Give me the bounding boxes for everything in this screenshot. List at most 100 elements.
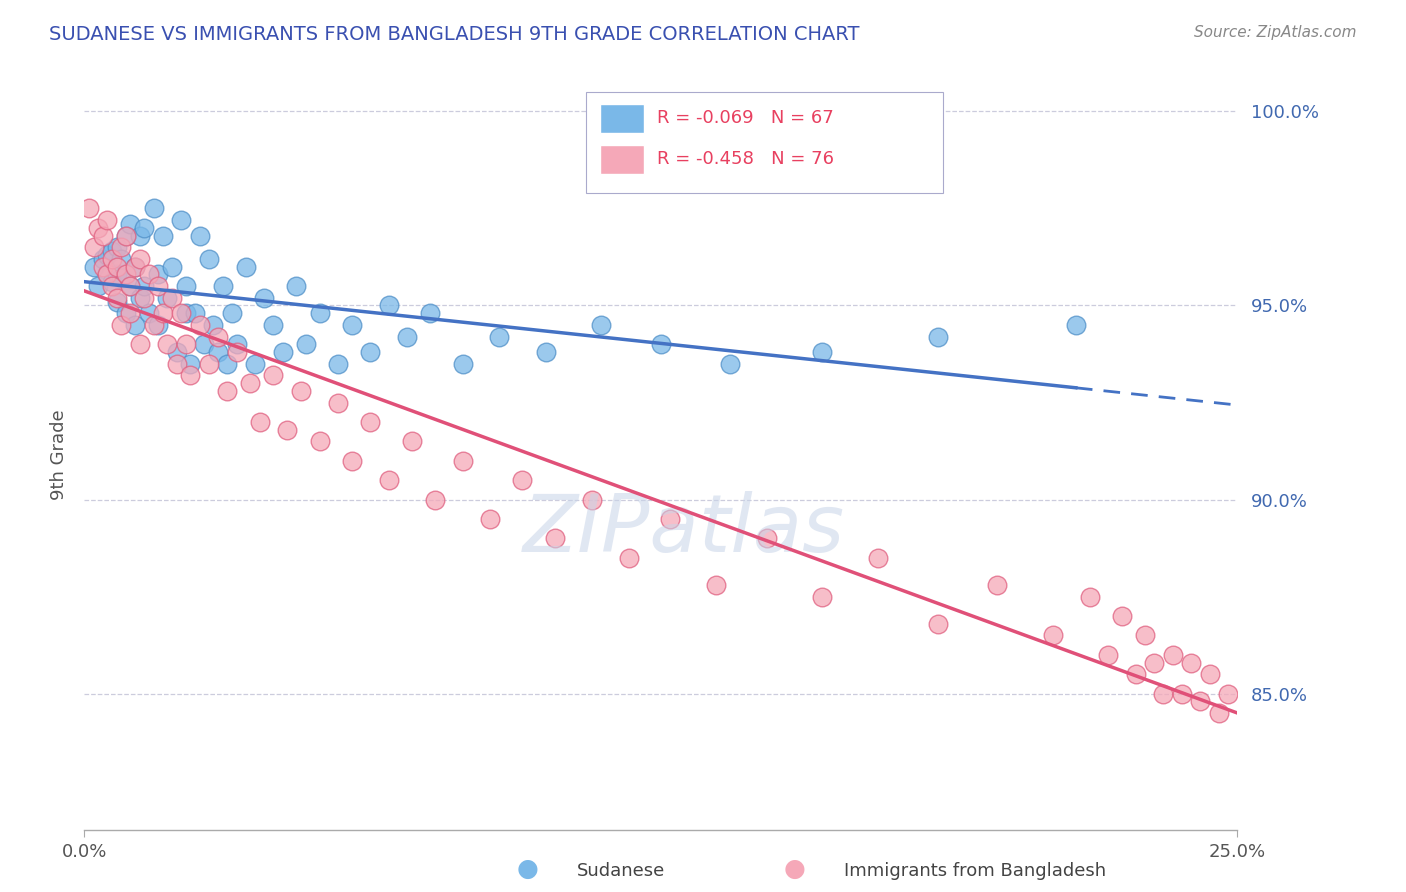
Point [221, 306, 243, 320]
Text: ZIPatlas: ZIPatlas [523, 491, 845, 569]
Point [276, 423, 298, 437]
Point [105, 291, 128, 305]
Point [207, 345, 229, 359]
Point [1133, 628, 1156, 642]
Point [650, 337, 672, 351]
Point [308, 434, 330, 449]
Point [589, 318, 612, 332]
Point [184, 306, 207, 320]
Point [105, 240, 128, 254]
Text: R = -0.458   N = 76: R = -0.458 N = 76 [658, 150, 834, 168]
Point [1189, 694, 1212, 708]
Point [138, 306, 160, 320]
Point [1161, 648, 1184, 662]
Point [115, 228, 138, 243]
Point [87, 279, 110, 293]
Point [83, 240, 105, 254]
Text: Sudanese: Sudanese [576, 862, 665, 880]
Text: Source: ZipAtlas.com: Source: ZipAtlas.com [1194, 25, 1357, 40]
Point [96, 268, 118, 282]
Point [377, 298, 399, 312]
Point [170, 306, 193, 320]
Point [115, 228, 138, 243]
Point [202, 318, 225, 332]
Point [239, 376, 262, 390]
Point [101, 244, 124, 259]
Bar [600, 145, 644, 174]
Point [581, 492, 603, 507]
Point [152, 228, 174, 243]
Point [83, 260, 105, 274]
Point [110, 240, 132, 254]
Point [326, 395, 349, 409]
Point [1111, 609, 1133, 624]
Point [262, 368, 284, 383]
Point [156, 337, 179, 351]
Point [120, 306, 142, 320]
Point [359, 345, 381, 359]
Point [160, 260, 183, 274]
Point [423, 492, 446, 507]
Point [110, 271, 132, 285]
Point [225, 337, 247, 351]
Point [419, 306, 441, 320]
Point [1042, 628, 1064, 642]
Point [243, 357, 266, 371]
Point [285, 279, 308, 293]
Point [166, 345, 188, 359]
Point [294, 337, 316, 351]
Point [101, 252, 124, 266]
Point [105, 294, 128, 309]
Text: ●: ● [783, 857, 806, 880]
Point [1208, 706, 1230, 720]
Point [1143, 656, 1166, 670]
Point [217, 357, 239, 371]
Point [91, 228, 114, 243]
Point [188, 318, 211, 332]
Point [451, 357, 474, 371]
Point [91, 252, 114, 266]
Point [128, 337, 150, 351]
Point [253, 291, 276, 305]
Point [235, 260, 257, 274]
Point [1064, 318, 1087, 332]
Point [134, 220, 156, 235]
Text: SUDANESE VS IMMIGRANTS FROM BANGLADESH 9TH GRADE CORRELATION CHART: SUDANESE VS IMMIGRANTS FROM BANGLADESH 9… [49, 25, 859, 44]
Point [811, 345, 834, 359]
Point [544, 532, 567, 546]
Point [755, 532, 778, 546]
Point [110, 252, 132, 266]
Point [134, 291, 156, 305]
Point [927, 329, 949, 343]
Point [146, 268, 169, 282]
Point [124, 318, 146, 332]
Point [1097, 648, 1119, 662]
Point [115, 306, 138, 320]
Point [326, 357, 349, 371]
Point [811, 590, 834, 604]
Point [174, 306, 197, 320]
Point [1171, 687, 1194, 701]
Point [179, 357, 201, 371]
Point [359, 415, 381, 429]
Point [340, 454, 363, 468]
Point [396, 329, 419, 343]
Point [128, 228, 150, 243]
Point [142, 318, 165, 332]
Point [174, 337, 197, 351]
Point [1180, 656, 1202, 670]
Point [120, 279, 142, 293]
Point [101, 279, 124, 293]
Point [193, 337, 215, 351]
Text: Immigrants from Bangladesh: Immigrants from Bangladesh [844, 862, 1105, 880]
Point [207, 329, 229, 343]
Point [156, 291, 179, 305]
Point [451, 454, 474, 468]
Point [488, 329, 510, 343]
Point [124, 260, 146, 274]
Point [377, 473, 399, 487]
Point [188, 228, 211, 243]
Point [124, 260, 146, 274]
Point [166, 357, 188, 371]
Point [1216, 687, 1239, 701]
